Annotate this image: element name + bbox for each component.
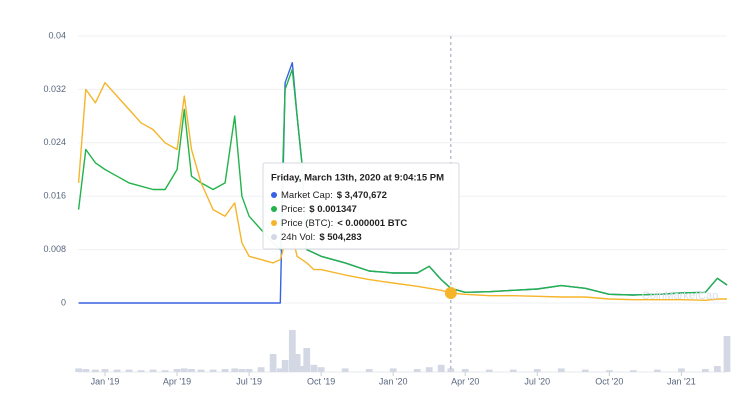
volume-bar <box>303 348 311 372</box>
volume-bar <box>317 367 325 372</box>
tooltip-value: $ 0.001347 <box>309 204 357 215</box>
hover-marker <box>444 286 457 299</box>
volume-bar <box>425 367 433 372</box>
volume-bar <box>509 369 517 372</box>
x-tick-label: Oct '19 <box>307 376 335 386</box>
tooltip-value: < 0.000001 BTC <box>337 218 407 229</box>
volume-bar <box>125 369 133 372</box>
volume-bar <box>341 368 349 372</box>
volume-bar <box>629 370 637 372</box>
volume-bar <box>149 369 157 372</box>
volume-bar <box>581 369 589 372</box>
volume-bar <box>533 369 541 372</box>
x-tick-label: Jul '20 <box>524 376 550 386</box>
x-tick-label: Apr '20 <box>451 376 479 386</box>
volume-bar <box>447 368 455 372</box>
volume-bar <box>677 368 685 372</box>
volume-bar <box>288 330 296 372</box>
volume-bar <box>101 369 109 372</box>
x-tick-label: Jan '20 <box>379 376 408 386</box>
tooltip-box <box>262 162 460 250</box>
volume-bar <box>221 369 229 372</box>
volume-bar <box>557 368 565 372</box>
volume-bar <box>257 367 265 372</box>
volume-bar <box>714 366 721 372</box>
volume-bar <box>461 369 469 372</box>
y-tick-label: 0.016 <box>43 191 66 201</box>
volume-bar <box>173 369 181 372</box>
tooltip-value: $ 504,283 <box>319 232 361 243</box>
tooltip: Friday, March 13th, 2020 at 9:04:15 PM Ma… <box>262 162 460 250</box>
tooltip-label: Market Cap: <box>281 190 333 201</box>
legend-dot <box>271 206 277 212</box>
y-tick-label: 0.008 <box>43 244 66 254</box>
legend-dot <box>271 234 277 240</box>
tooltip-label: 24h Vol: <box>281 232 315 243</box>
tooltip-title: Friday, March 13th, 2020 at 9:04:15 PM <box>271 173 444 184</box>
x-tick-label: Apr '19 <box>163 376 191 386</box>
volume-bar <box>161 370 169 372</box>
y-tick-label: 0.04 <box>48 30 66 40</box>
y-tick-label: 0.024 <box>43 137 66 147</box>
volume-bar <box>413 369 421 372</box>
y-tick-label: 0.032 <box>43 84 66 94</box>
volume-bar <box>276 368 284 372</box>
tooltip-row: Market Cap: $ 3,470,672 <box>281 190 387 201</box>
legend-dot <box>271 192 277 198</box>
volume-bar <box>365 369 373 372</box>
watermark: CoinMarketCap <box>642 290 718 302</box>
volume-bar <box>389 368 397 372</box>
tooltip-value: $ 3,470,672 <box>337 190 387 201</box>
volume-bar <box>180 368 188 372</box>
x-tick-label: Jan '19 <box>91 376 120 386</box>
volume-panel <box>75 330 731 372</box>
volume-bar <box>298 366 306 372</box>
volume-bar <box>293 354 301 372</box>
volume-bar <box>231 368 239 372</box>
volume-bar <box>75 368 82 372</box>
tooltip-row: Price: $ 0.001347 <box>281 204 357 215</box>
x-tick-label: Oct '20 <box>595 376 623 386</box>
volume-bar <box>269 354 277 372</box>
volume-bar <box>437 364 445 372</box>
tooltip-label: Price (BTC): <box>281 218 333 229</box>
volume-bar <box>113 369 121 372</box>
volume-bar <box>197 369 205 372</box>
volume-bar <box>281 360 289 372</box>
x-tick-label: Jan '21 <box>667 376 696 386</box>
volume-bar <box>238 369 246 372</box>
y-tick-label: 0 <box>61 297 66 307</box>
volume-bar <box>310 364 318 372</box>
volume-bar <box>605 370 613 372</box>
volume-bar <box>723 336 731 372</box>
volume-bar <box>653 369 661 372</box>
volume-bar <box>92 369 99 372</box>
x-tick-label: Jul '19 <box>236 376 262 386</box>
volume-bar <box>82 369 90 372</box>
volume-bar <box>245 369 253 372</box>
series-line <box>77 68 728 296</box>
volume-bar <box>702 369 709 372</box>
series-line <box>77 82 727 301</box>
legend-dot <box>271 220 277 226</box>
volume-bar <box>137 370 145 372</box>
volume-bar <box>209 369 217 372</box>
tooltip-row: Price (BTC): < 0.000001 BTC <box>281 218 407 229</box>
tooltip-row: 24h Vol: $ 504,283 <box>281 232 362 243</box>
volume-bar <box>485 369 493 372</box>
tooltip-label: Price: <box>281 204 305 215</box>
volume-bar <box>188 369 195 372</box>
